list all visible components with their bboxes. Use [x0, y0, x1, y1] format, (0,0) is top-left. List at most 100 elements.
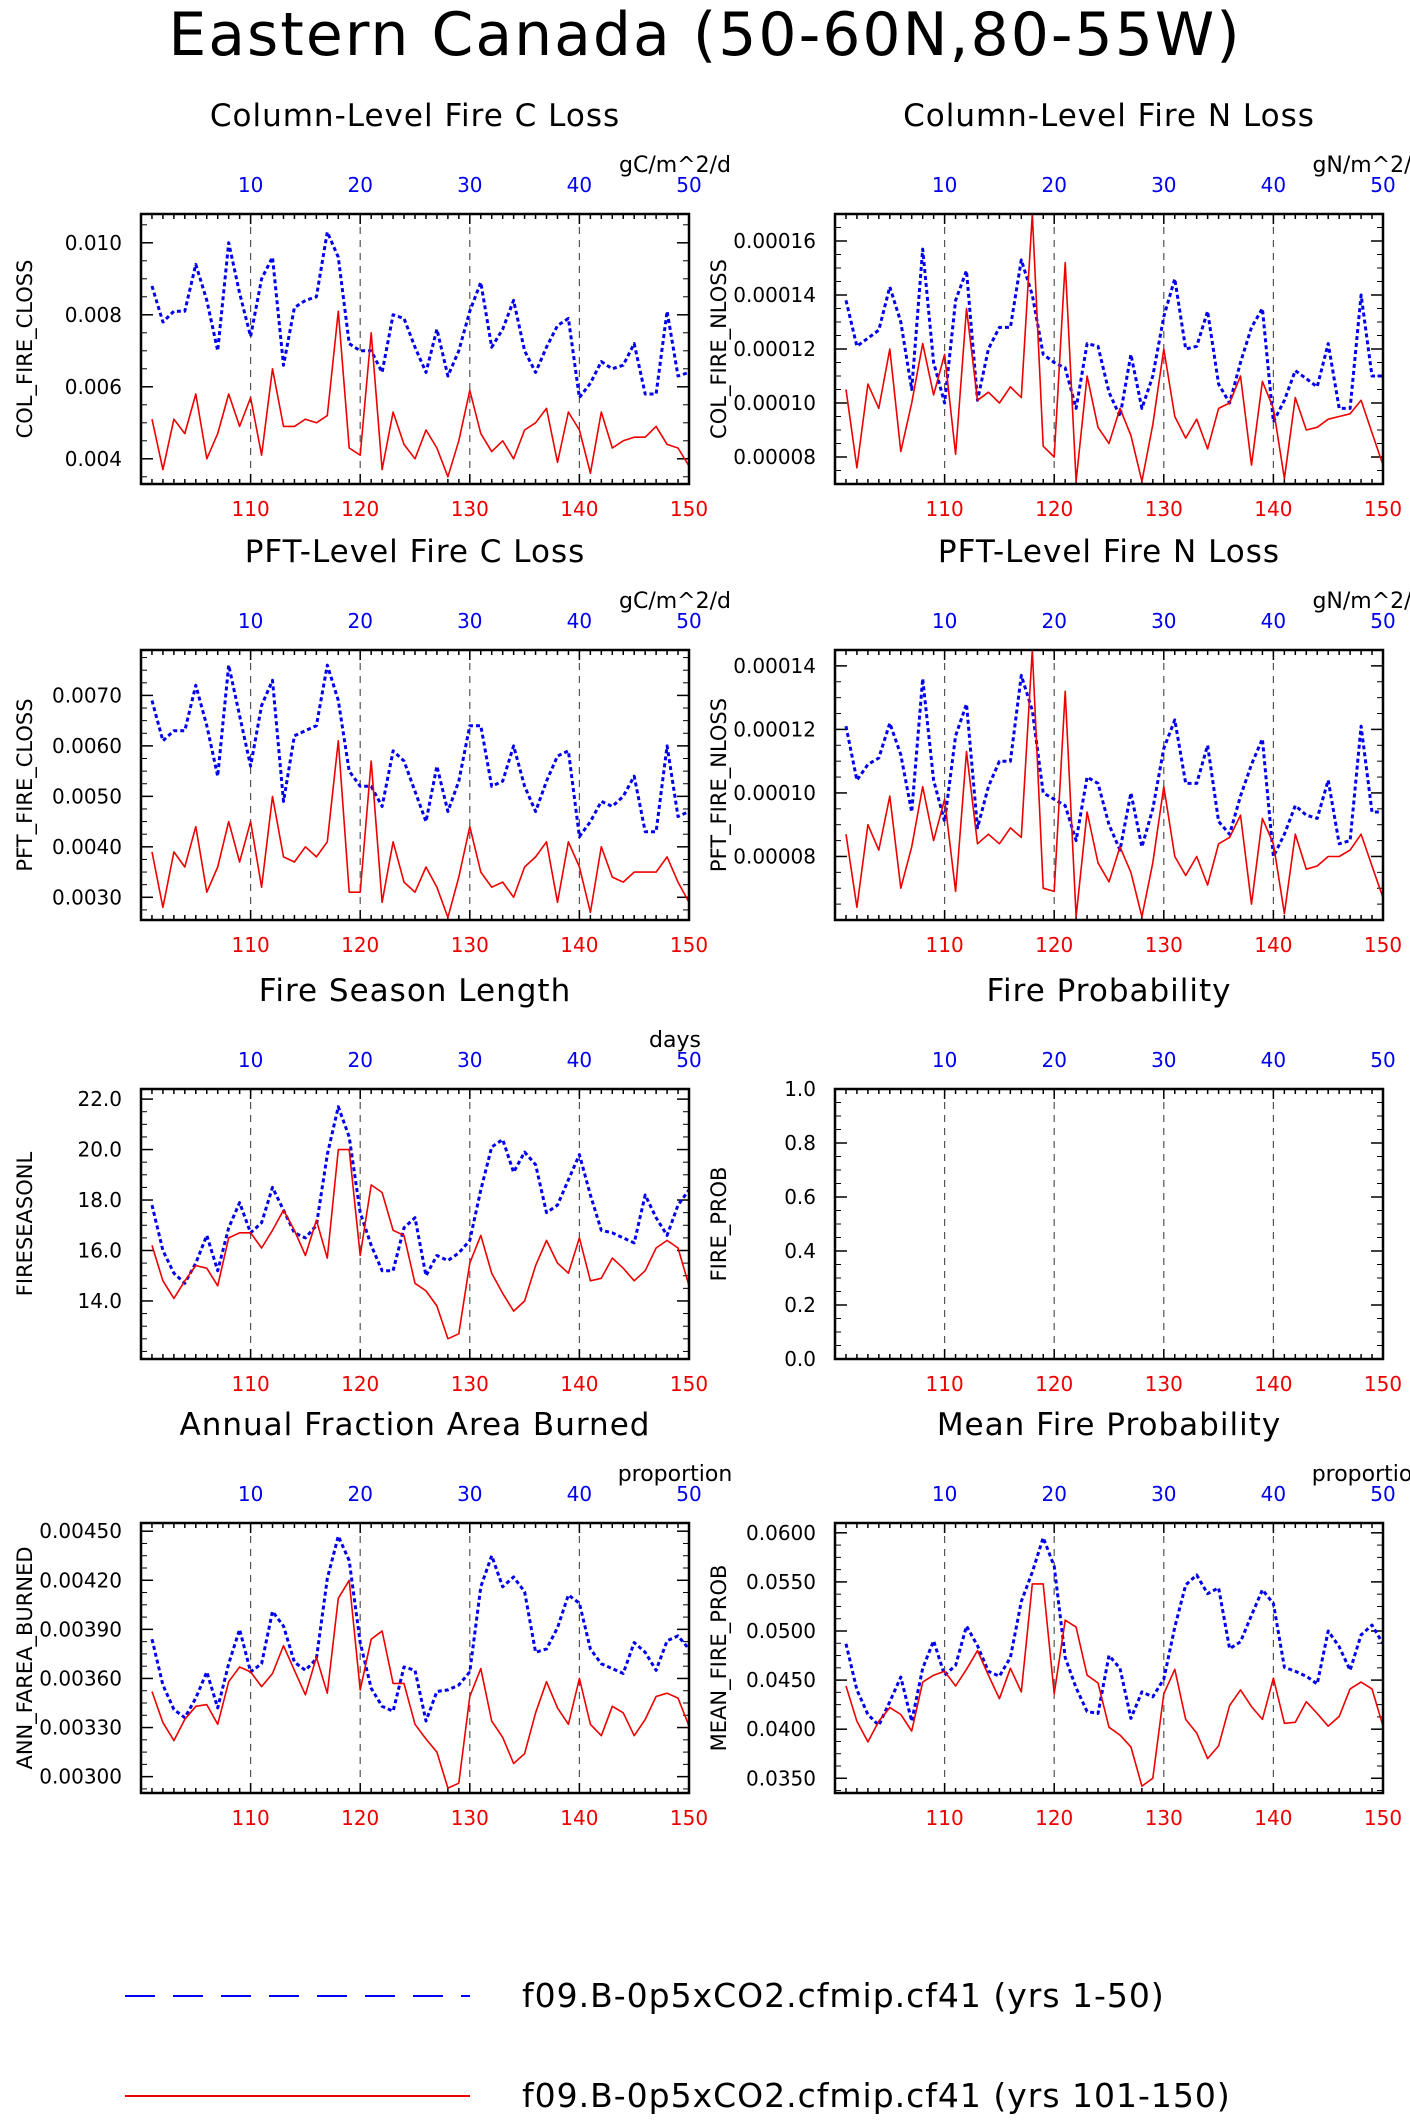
- chart-panel-2: Column-Level Fire N Loss gN/m^2/d COL_FIRE…: [707, 98, 1410, 521]
- top-tick-label: 10: [238, 1482, 263, 1506]
- bottom-tick-label: 120: [341, 1806, 379, 1830]
- series-blue-yrs-1-50: [150, 1534, 689, 1723]
- bottom-tick-label: 140: [560, 497, 598, 521]
- top-tick-label: 20: [347, 1048, 372, 1072]
- chart-panel-7: Annual Fraction Area Burned proportion ANN…: [13, 1407, 732, 1830]
- y-tick-label: 0.00450: [39, 1519, 122, 1543]
- y-tick-label: 0.0350: [746, 1766, 816, 1790]
- y-axis-label: PFT_FIRE_NLOSS: [707, 698, 732, 872]
- bottom-tick-label: 140: [1254, 933, 1292, 957]
- top-tick-label: 40: [567, 1048, 592, 1072]
- y-tick-label: 0.00390: [39, 1617, 122, 1641]
- plot-frame: [139, 648, 691, 922]
- top-tick-label: 20: [1041, 1482, 1066, 1506]
- units-label: gN/m^2/d: [1312, 589, 1410, 614]
- top-tick-label: 20: [347, 173, 372, 197]
- y-tick-label: 0.00360: [39, 1666, 122, 1690]
- top-tick-label: 10: [932, 1482, 957, 1506]
- top-tick-label: 10: [238, 609, 263, 633]
- y-tick-label: 14.0: [77, 1289, 122, 1313]
- y-tick-label: 0.6: [784, 1185, 816, 1209]
- y-axis-label: ANN_FAREA_BURNED: [13, 1546, 38, 1769]
- top-tick-label: 30: [457, 1048, 482, 1072]
- y-axis-label: FIRESEASONL: [13, 1152, 37, 1297]
- y-tick-label: 0.010: [65, 231, 122, 255]
- y-tick-label: 0.00010: [733, 391, 816, 415]
- bottom-tick-label: 110: [232, 497, 270, 521]
- y-tick-label: 0.0600: [746, 1521, 816, 1545]
- top-tick-label: 40: [1261, 1482, 1286, 1506]
- y-tick-label: 0.00300: [39, 1765, 122, 1789]
- y-tick-label: 0.0500: [746, 1619, 816, 1643]
- bottom-tick-label: 120: [1035, 933, 1073, 957]
- bottom-tick-label: 110: [232, 933, 270, 957]
- y-tick-label: 0.0050: [52, 784, 122, 808]
- top-tick-label: 50: [676, 173, 701, 197]
- bottom-tick-label: 130: [451, 933, 489, 957]
- series-blue-yrs-1-50: [150, 230, 689, 400]
- bottom-tick-label: 130: [451, 497, 489, 521]
- y-tick-label: 0.008: [65, 303, 122, 327]
- y-axis-label: COL_FIRE_NLOSS: [707, 259, 732, 439]
- chart-title: Fire Probability: [986, 973, 1231, 1009]
- units-label: proportion: [618, 1462, 733, 1487]
- units-label: gC/m^2/d: [619, 153, 731, 178]
- bottom-tick-label: 130: [1145, 497, 1183, 521]
- top-tick-label: 10: [932, 173, 957, 197]
- y-tick-label: 0.004: [65, 447, 122, 471]
- bottom-tick-label: 140: [1254, 1372, 1292, 1396]
- bottom-tick-label: 120: [341, 933, 379, 957]
- chart-title: PFT-Level Fire C Loss: [245, 534, 586, 570]
- y-tick-label: 0.0400: [746, 1717, 816, 1741]
- main-title: Eastern Canada (50-60N,80-55W): [168, 0, 1241, 70]
- top-tick-label: 30: [1151, 1482, 1176, 1506]
- chart-panel-3: PFT-Level Fire C Loss gC/m^2/d PFT_FIRE_CL…: [13, 534, 731, 957]
- series-red-yrs-101-150: [845, 1583, 1383, 1787]
- y-tick-label: 0.00008: [733, 844, 816, 868]
- plot-frame: [139, 212, 691, 486]
- y-tick-label: 0.00014: [733, 283, 816, 307]
- series-red-yrs-101-150: [151, 739, 689, 919]
- y-tick-label: 20.0: [77, 1138, 122, 1162]
- y-tick-label: 0.00012: [733, 337, 816, 361]
- bottom-tick-label: 140: [560, 933, 598, 957]
- plot-frame: [833, 1521, 1385, 1795]
- series-red-yrs-101-150: [845, 214, 1383, 483]
- top-tick-label: 20: [347, 1482, 372, 1506]
- top-tick-label: 10: [932, 1048, 957, 1072]
- top-tick-label: 50: [1370, 1048, 1395, 1072]
- top-tick-label: 50: [676, 1482, 701, 1506]
- top-tick-label: 40: [1261, 609, 1286, 633]
- plot-frame: [833, 648, 1385, 922]
- bottom-tick-label: 110: [926, 1372, 964, 1396]
- legend: f09.B-0p5xCO2.cfmip.cf41 (yrs 1-50) f09.…: [125, 1976, 1230, 2115]
- bottom-tick-label: 150: [670, 1372, 708, 1396]
- series-red-yrs-101-150: [151, 310, 689, 478]
- series-red-yrs-101-150: [845, 650, 1383, 918]
- top-tick-label: 40: [567, 1482, 592, 1506]
- chart-title: PFT-Level Fire N Loss: [938, 534, 1280, 570]
- bottom-tick-label: 120: [341, 497, 379, 521]
- bottom-tick-label: 140: [1254, 1806, 1292, 1830]
- top-tick-label: 30: [457, 173, 482, 197]
- top-tick-label: 20: [1041, 1048, 1066, 1072]
- units-label: days: [649, 1028, 701, 1053]
- chart-panel-1: Column-Level Fire C Loss gC/m^2/d COL_FIRE…: [13, 98, 731, 521]
- bottom-tick-label: 130: [1145, 933, 1183, 957]
- chart-title: Annual Fraction Area Burned: [180, 1407, 651, 1443]
- bottom-tick-label: 120: [1035, 1806, 1073, 1830]
- y-axis-label: MEAN_FIRE_PROB: [707, 1565, 732, 1752]
- top-tick-label: 10: [238, 173, 263, 197]
- series-red-yrs-101-150: [151, 1579, 689, 1789]
- y-tick-label: 0.0: [784, 1347, 816, 1371]
- top-tick-label: 50: [676, 609, 701, 633]
- bottom-tick-label: 110: [926, 497, 964, 521]
- panel-grid: Column-Level Fire C Loss gC/m^2/d COL_FIRE…: [13, 98, 1410, 1830]
- bottom-tick-label: 150: [1364, 1372, 1402, 1396]
- top-tick-label: 40: [1261, 1048, 1286, 1072]
- y-tick-label: 0.0450: [746, 1668, 816, 1692]
- chart-title: Fire Season Length: [259, 973, 571, 1009]
- top-tick-label: 50: [1370, 609, 1395, 633]
- bottom-tick-label: 120: [1035, 497, 1073, 521]
- y-axis-label: PFT_FIRE_CLOSS: [13, 698, 38, 871]
